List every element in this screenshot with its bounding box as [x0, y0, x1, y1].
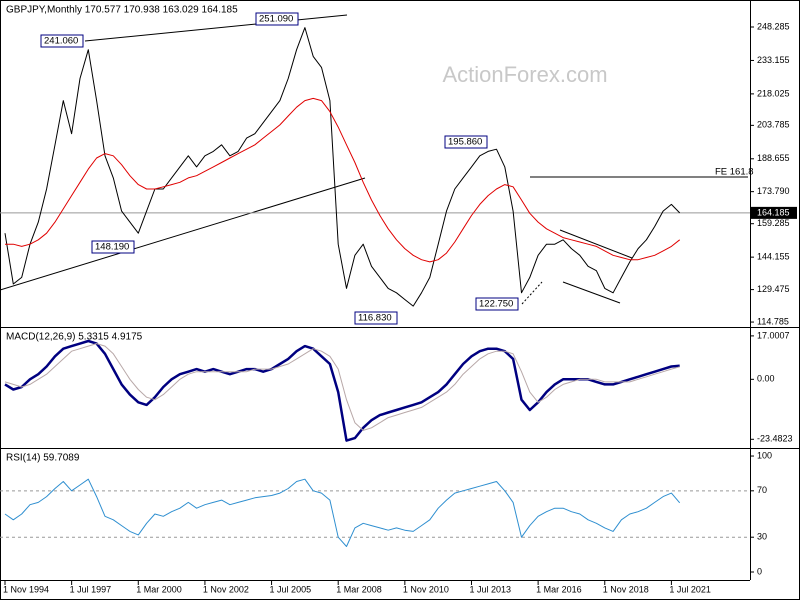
last-price-label: 164.185: [757, 207, 790, 217]
watermark: ActionForex.com: [442, 62, 607, 87]
y-tick-label: 218.025: [757, 88, 790, 98]
y-tick-label: 159.285: [757, 218, 790, 228]
panel-title: GBPJPY,Monthly 170.577 170.938 163.029 1…: [6, 5, 238, 16]
annotation-box: [91, 240, 135, 254]
annotation: 251.090: [259, 14, 293, 25]
series-line: [4, 478, 681, 547]
annotation: 116.830: [358, 313, 392, 324]
trend-line: [84, 14, 348, 42]
annotation-box: [444, 135, 488, 149]
trend-line: [521, 281, 543, 305]
y-tick-label: 30: [757, 532, 767, 542]
y-tick-label: 248.285: [757, 21, 790, 31]
series-line: [5, 97, 681, 263]
y-tick-label: 129.475: [757, 284, 790, 294]
x-tick-label: 1 Jul 2005: [270, 584, 312, 594]
x-tick-label: 1 Mar 2016: [536, 584, 582, 594]
series-line: [4, 27, 681, 307]
x-tick-label: 1 Jul 1997: [70, 584, 112, 594]
annotation: 241.060: [44, 36, 78, 47]
x-tick-label: 1 Jul 2013: [469, 584, 511, 594]
y-tick-label: 203.785: [757, 120, 790, 130]
y-tick-label: 70: [757, 485, 767, 495]
trend-line: [0, 177, 366, 291]
y-tick-label: 173.790: [757, 186, 790, 196]
annotation-box: [40, 34, 84, 48]
last-price-box: [751, 206, 797, 219]
annotation: FE 161.8: [715, 167, 754, 178]
annotation: 195.860: [448, 137, 482, 148]
x-tick-label: 1 Nov 2018: [603, 584, 649, 594]
annotation: 122.750: [479, 299, 513, 310]
x-tick-label: 1 Nov 2010: [403, 584, 449, 594]
channel-line: [559, 229, 633, 259]
x-tick-label: 1 Jul 2021: [669, 584, 711, 594]
y-tick-label: 233.155: [757, 55, 790, 65]
x-tick-label: 1 Nov 1994: [3, 584, 49, 594]
y-tick-label: 188.655: [757, 153, 790, 163]
x-tick-label: 1 Mar 2000: [136, 584, 182, 594]
x-tick-label: 1 Nov 2002: [203, 584, 249, 594]
y-tick-label: 100: [757, 450, 772, 460]
annotation-box: [255, 12, 299, 26]
panel-title: MACD(12,26,9) 5.3315 4.9175: [6, 332, 143, 343]
series-line: [4, 343, 680, 431]
y-tick-label: 114.785: [757, 316, 789, 326]
y-tick-label: 17.0007: [757, 330, 790, 340]
annotation-box: [475, 297, 519, 311]
channel-line: [562, 281, 621, 304]
annotation-box: [354, 311, 398, 325]
y-tick-label: -23.4823: [757, 434, 793, 444]
y-tick-label: 0: [757, 566, 762, 576]
x-tick-label: 1 Mar 2008: [336, 584, 382, 594]
series-line: [4, 339, 680, 442]
y-tick-label: 144.155: [757, 252, 790, 262]
annotation: 148.190: [95, 242, 129, 253]
panel-title: RSI(14) 59.7089: [6, 453, 80, 464]
y-tick-label: 0.00: [757, 374, 775, 384]
